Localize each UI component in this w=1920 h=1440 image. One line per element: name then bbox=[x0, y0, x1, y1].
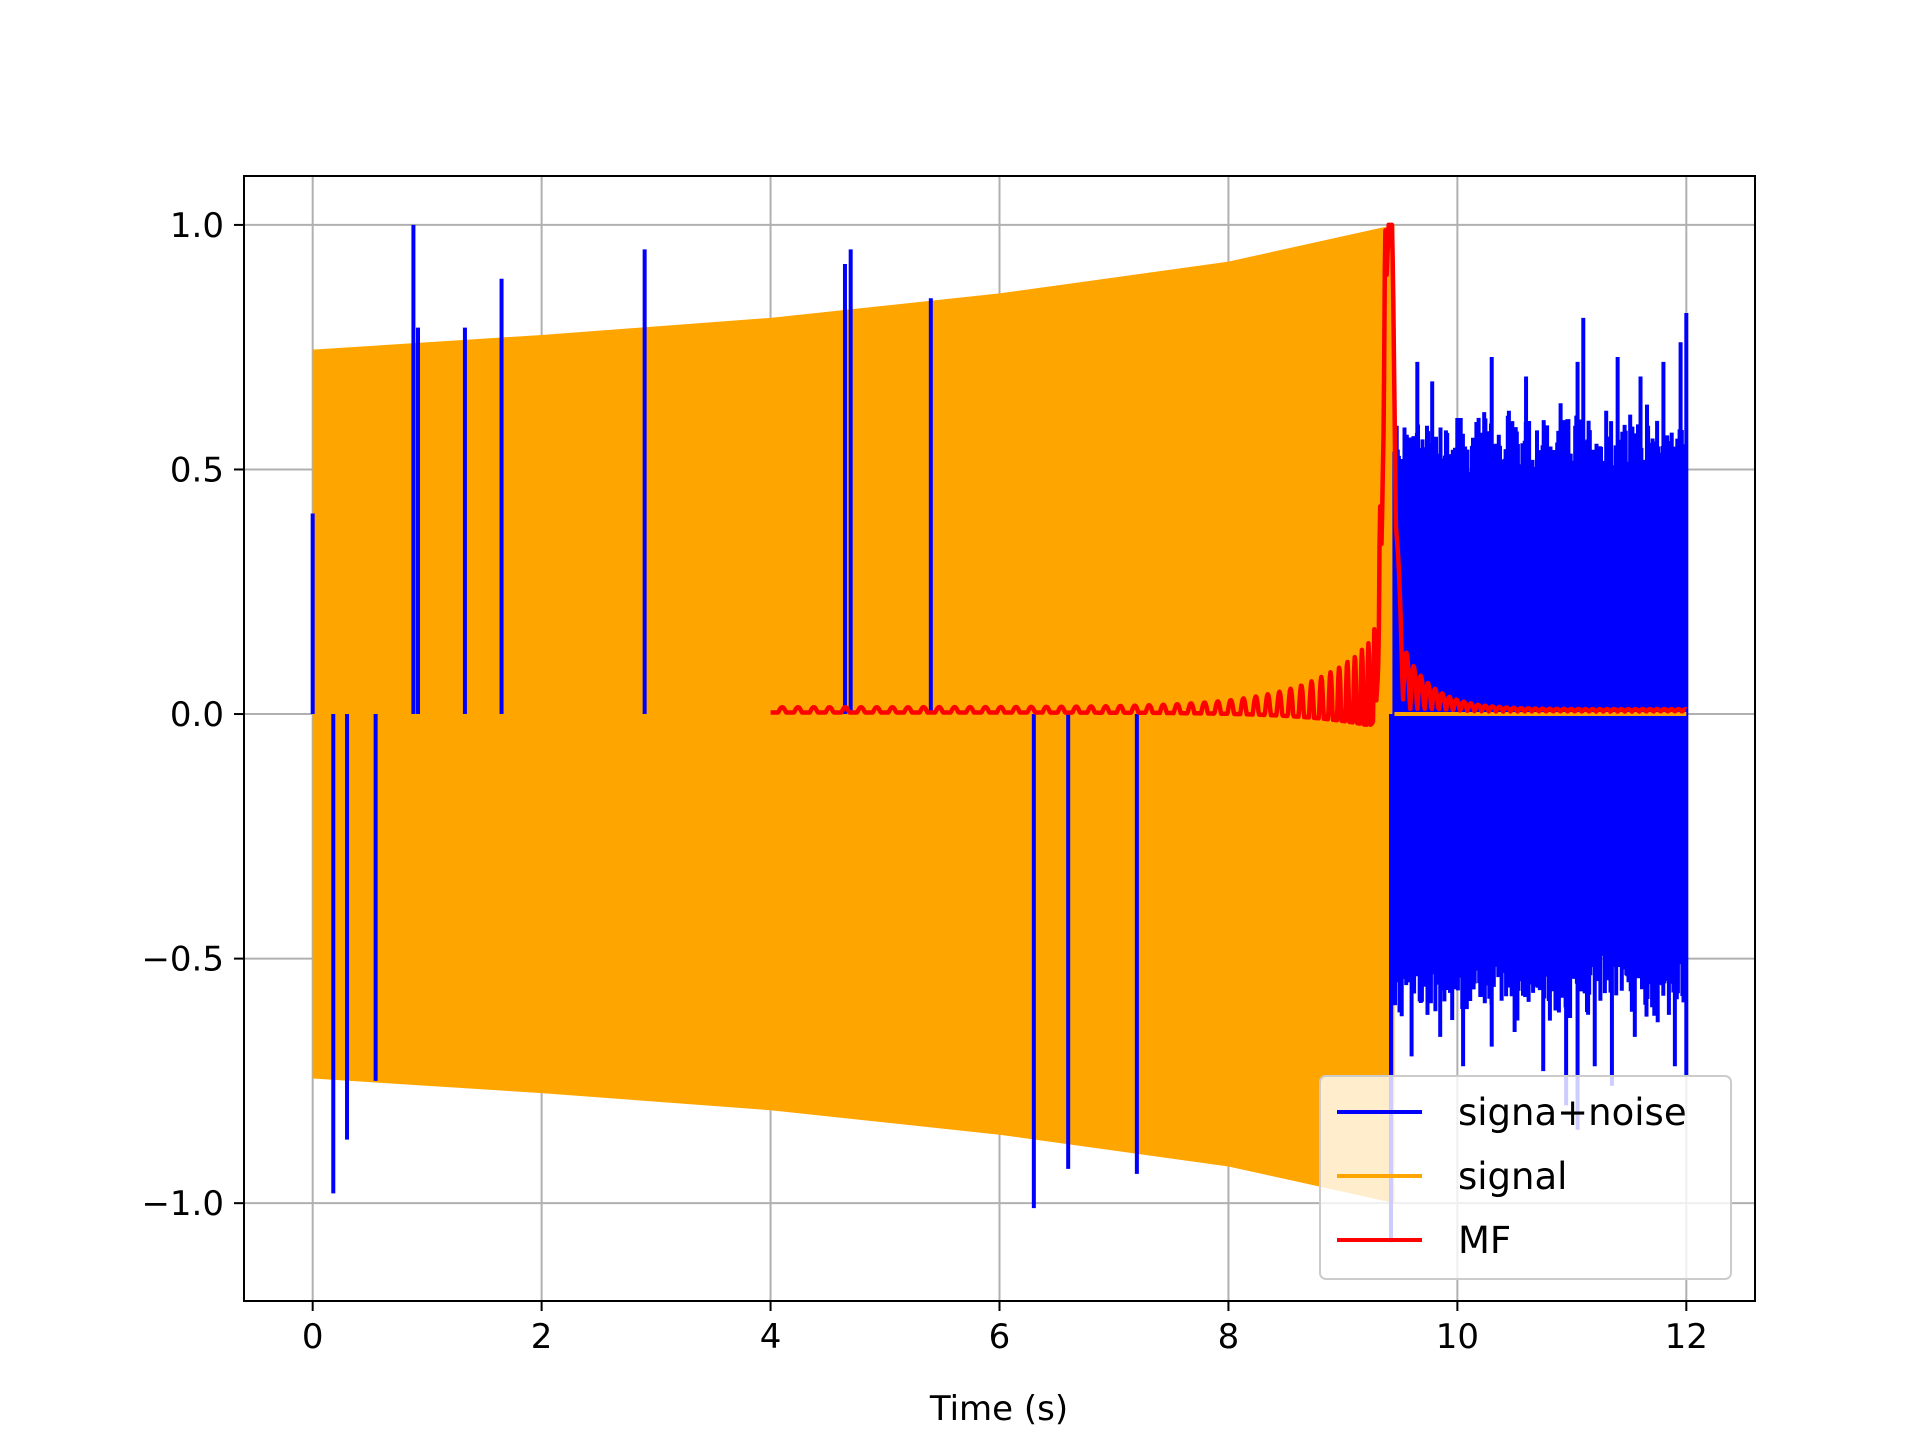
y-tick-label: 0.0 bbox=[170, 695, 224, 735]
axis-ticks: 0 2 4 6 8 10 12 1.0 0.5 0.0 −0.5 −1.0 bbox=[141, 206, 1708, 1357]
legend-label-mf: MF bbox=[1458, 1219, 1511, 1262]
legend-label-signal: signal bbox=[1458, 1155, 1567, 1198]
signal-noise-series bbox=[310, 224, 1689, 1243]
legend-label-signal-noise: signa+noise bbox=[1458, 1091, 1687, 1134]
x-tick-label: 12 bbox=[1665, 1317, 1708, 1357]
mf-series bbox=[768, 222, 1688, 728]
x-tick-label: 0 bbox=[302, 1317, 324, 1357]
legend: signa+noise signal MF bbox=[1319, 1075, 1732, 1280]
x-tick-label: 10 bbox=[1436, 1317, 1479, 1357]
x-tick-label: 2 bbox=[531, 1317, 553, 1357]
x-axis-label: Time (s) bbox=[929, 1389, 1068, 1429]
y-tick-label: −0.5 bbox=[141, 940, 224, 980]
y-tick-label: −1.0 bbox=[141, 1184, 224, 1224]
series-layer bbox=[310, 222, 1689, 1243]
x-tick-label: 6 bbox=[989, 1317, 1011, 1357]
legend-box bbox=[1319, 1075, 1732, 1280]
x-tick-label: 4 bbox=[760, 1317, 782, 1357]
y-tick-label: 1.0 bbox=[170, 206, 224, 246]
x-tick-label: 8 bbox=[1218, 1317, 1240, 1357]
y-tick-label: 0.5 bbox=[170, 450, 224, 490]
